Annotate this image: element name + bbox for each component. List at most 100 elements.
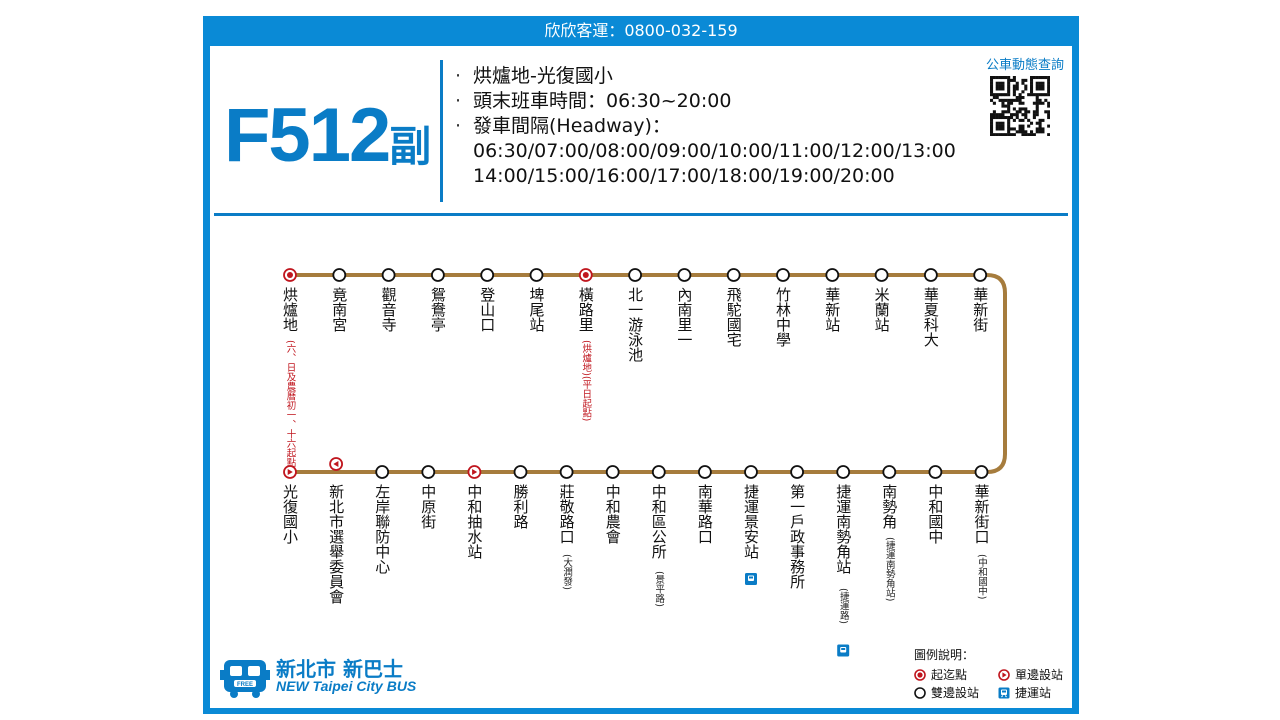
qr-module: [1018, 93, 1022, 97]
qr-module: [1012, 84, 1016, 88]
qr-module: [990, 113, 994, 117]
both-sides-stop-icon: [628, 268, 643, 282]
qr-module: [1007, 130, 1011, 134]
qr-module: [1007, 118, 1011, 122]
bus-stop-top[interactable]: 米蘭站: [873, 268, 891, 332]
qr-module: [1010, 101, 1014, 105]
bus-stop-top[interactable]: 烘爐地 (六、日及農曆初一、十六起點): [281, 268, 299, 471]
bus-stop-bottom[interactable]: 南華路口: [696, 465, 714, 544]
qr-module: [995, 133, 999, 136]
qr-module: [992, 76, 996, 80]
bus-stop-top[interactable]: 登山口: [478, 268, 496, 332]
both-sides-stop-icon: [836, 465, 851, 479]
qr-module: [998, 116, 1002, 120]
qr-module: [1012, 133, 1016, 136]
qr-module: [1038, 76, 1042, 80]
bus-stop-bottom[interactable]: 中和國中: [926, 465, 944, 544]
legend-oneway: 單邊設站: [998, 666, 1063, 683]
bus-stop-bottom[interactable]: 捷運南勢角站 (捷運路): [834, 465, 852, 657]
qr-module: [1001, 110, 1005, 114]
bus-stop-bottom[interactable]: 勝利路: [512, 465, 530, 529]
bus-stop-bottom[interactable]: 華新街口 (中和國中): [973, 465, 991, 599]
stop-note: (景平路): [653, 571, 665, 607]
qr-module: [1021, 81, 1025, 85]
qr-module: [1004, 133, 1008, 136]
stop-name: 左岸聯防中心: [373, 484, 391, 574]
qr-module: [1012, 78, 1016, 82]
bus-stop-bottom[interactable]: 左岸聯防中心: [373, 465, 391, 574]
qr-module: [1004, 116, 1008, 120]
bus-stop-bottom[interactable]: 第一戶政事務所: [788, 465, 806, 589]
bus-stop-bottom[interactable]: 南勢角 (捷運南勢角站): [880, 465, 898, 601]
bus-stop-bottom[interactable]: 中和農會: [604, 465, 622, 544]
bus-stop-bottom[interactable]: 中和抽水站: [465, 465, 483, 559]
stop-name: 中和農會: [604, 484, 622, 544]
qr-module: [1041, 76, 1045, 80]
qr-module: [1047, 124, 1050, 128]
qr-module: [1007, 116, 1011, 120]
bus-stop-bottom[interactable]: 光復國小: [281, 465, 299, 545]
both-sides-stop-icon: [513, 465, 528, 479]
qr-module: [1035, 101, 1039, 105]
stop-name: 米蘭站: [873, 287, 891, 332]
bus-stop-top[interactable]: 內南里一: [675, 268, 693, 347]
bus-stop-bottom[interactable]: 捷運景安站: [742, 465, 760, 585]
both-sides-stop-icon: [726, 268, 741, 282]
qr-module: [1047, 116, 1050, 120]
bus-stop-top[interactable]: 華新站: [823, 268, 841, 332]
qr-module: [1030, 76, 1034, 80]
both-sides-stop-icon: [529, 268, 544, 282]
qr-module: [1024, 107, 1028, 111]
qr-label: 公車動態查詢: [985, 58, 1064, 73]
qr-module: [1004, 110, 1008, 114]
bus-stop-bottom[interactable]: 中和區公所 (景平路): [650, 465, 668, 607]
qr-code-icon[interactable]: [990, 76, 1050, 136]
qr-module: [1047, 104, 1050, 108]
bus-stop-top[interactable]: 橫路里 (烘爐地)(平日起點): [577, 268, 595, 421]
qr-module: [1007, 76, 1011, 80]
stop-name: 勝利路: [512, 484, 530, 529]
stop-name: 內南里一: [675, 287, 693, 347]
bus-stop-bottom[interactable]: 新北市選舉委員會: [327, 457, 345, 604]
qr-module: [1047, 93, 1050, 97]
qr-module: [992, 116, 996, 120]
stop-name: 中和抽水站: [465, 484, 483, 559]
qr-module: [990, 78, 994, 82]
qr-module: [1035, 113, 1039, 117]
bus-stop-top[interactable]: 竟南宮: [330, 268, 348, 332]
qr-module: [1012, 87, 1016, 91]
bus-stop-top[interactable]: 鴛鴦亭: [429, 268, 447, 332]
qr-module: [995, 116, 999, 120]
bus-stop-top[interactable]: 飛駝國宅: [725, 268, 743, 347]
qr-module: [1012, 127, 1016, 131]
qr-module: [1015, 96, 1019, 100]
qr-module: [1035, 110, 1039, 114]
bus-stop-top[interactable]: 觀音寺: [380, 268, 398, 332]
qr-module: [1041, 130, 1045, 134]
bus-stop-bottom[interactable]: 莊敬路口 (大潤發): [558, 465, 576, 590]
qr-module: [1015, 110, 1019, 114]
terminal-stop-dot: [287, 272, 293, 278]
stop-name: 新北市選舉委員會: [327, 484, 345, 604]
qr-module: [995, 96, 999, 100]
bus-stop-top[interactable]: 竹林中學: [774, 268, 792, 347]
bus-stop-top[interactable]: 北一游泳池: [626, 268, 644, 362]
bus-stop-top[interactable]: 埤尾站: [528, 268, 546, 332]
route-line: [290, 273, 1007, 474]
qr-module: [992, 133, 996, 136]
bus-stop-bottom[interactable]: 中原街: [419, 465, 437, 529]
qr-module: [1018, 98, 1022, 102]
qr-module: [1035, 87, 1039, 91]
both-sides-stop-icon: [430, 268, 445, 282]
stop-name: 北一游泳池: [626, 287, 644, 362]
qr-module: [990, 76, 994, 80]
bus-stop-top[interactable]: 華新街: [971, 268, 989, 332]
qr-module: [1012, 118, 1016, 122]
oneway-arrow: [333, 461, 339, 467]
qr-module: [990, 124, 994, 128]
qr-module: [1001, 113, 1005, 117]
bus-stop-top[interactable]: 華夏科大: [922, 268, 940, 347]
qr-module: [1007, 104, 1011, 108]
both-sides-stop-icon: [677, 268, 692, 282]
headway-label: · 發車間隔(Headway)：: [455, 115, 671, 137]
